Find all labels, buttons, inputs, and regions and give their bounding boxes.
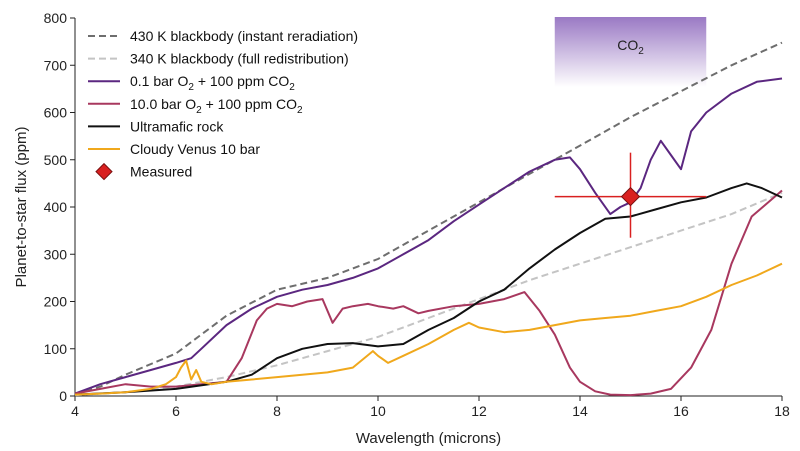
measured-point xyxy=(554,152,707,238)
x-tick-label: 16 xyxy=(673,403,689,419)
x-tick-label: 18 xyxy=(774,403,790,419)
x-axis-title: Wavelength (microns) xyxy=(356,430,501,447)
co2-band-label-sub: 2 xyxy=(638,46,644,57)
x-tick-label: 4 xyxy=(71,403,79,419)
series-line-3 xyxy=(74,189,783,397)
series-line-0 xyxy=(74,41,783,396)
y-tick-label: 600 xyxy=(44,105,68,121)
legend-label-2: 0.1 bar O2 + 100 ppm CO2 xyxy=(130,73,295,93)
legend-label-part: + 100 ppm CO xyxy=(194,73,289,89)
y-tick-label: 500 xyxy=(44,152,68,168)
legend-label-part: 2 xyxy=(188,82,194,93)
legend-label-part: + 100 ppm CO xyxy=(202,96,297,112)
y-tick-label: 700 xyxy=(44,57,68,73)
y-tick-label: 400 xyxy=(44,199,68,215)
x-tick-label: 14 xyxy=(572,403,588,419)
series-line-4 xyxy=(74,182,783,396)
measured-diamond-marker xyxy=(620,186,641,207)
x-tick-label: 6 xyxy=(172,403,180,419)
y-axis-title: Planet-to-star flux (ppm) xyxy=(13,127,30,288)
y-tick-label: 100 xyxy=(44,341,68,357)
legend-label-part: 2 xyxy=(196,105,202,116)
x-tick-label: 10 xyxy=(370,403,386,419)
legend: 430 K blackbody (instant reradiation) 340… xyxy=(88,28,358,181)
y-tick-label: 200 xyxy=(44,294,68,310)
co2-absorption-band: CO2 xyxy=(554,17,707,87)
legend-label-measured: Measured xyxy=(130,164,192,180)
legend-label-0: 430 K blackbody (instant reradiation) xyxy=(130,28,358,44)
legend-label-3: 10.0 bar O2 + 100 ppm CO2 xyxy=(130,96,303,116)
y-tick-label: 800 xyxy=(44,10,68,26)
series-line-5 xyxy=(74,262,783,396)
y-tick-label: 0 xyxy=(59,388,67,404)
series-line-1 xyxy=(74,191,783,397)
series-line-2 xyxy=(74,77,783,395)
legend-label-part: 10.0 bar O xyxy=(130,96,196,112)
co2-band-label-main: CO xyxy=(617,37,638,53)
y-tick-label: 300 xyxy=(44,246,68,262)
legend-label-part: 2 xyxy=(297,105,303,116)
series-layer xyxy=(74,41,783,397)
legend-label-part: 0.1 bar O xyxy=(130,73,188,89)
x-tick-label: 8 xyxy=(273,403,281,419)
legend-label-5: Cloudy Venus 10 bar xyxy=(130,141,260,157)
legend-label-1: 340 K blackbody (full redistribution) xyxy=(130,51,349,67)
x-tick-label: 12 xyxy=(471,403,487,419)
legend-swatch-measured xyxy=(95,162,113,181)
co2-band-label: CO2 xyxy=(617,37,644,57)
axes: 4 6 8 10 12 14 16 18 0 100 200 300 400 500 600 700 800 xyxy=(44,10,790,419)
legend-label-part: 2 xyxy=(289,82,295,93)
legend-label-4: Ultramafic rock xyxy=(130,118,224,134)
co2-band-rect xyxy=(554,17,707,87)
